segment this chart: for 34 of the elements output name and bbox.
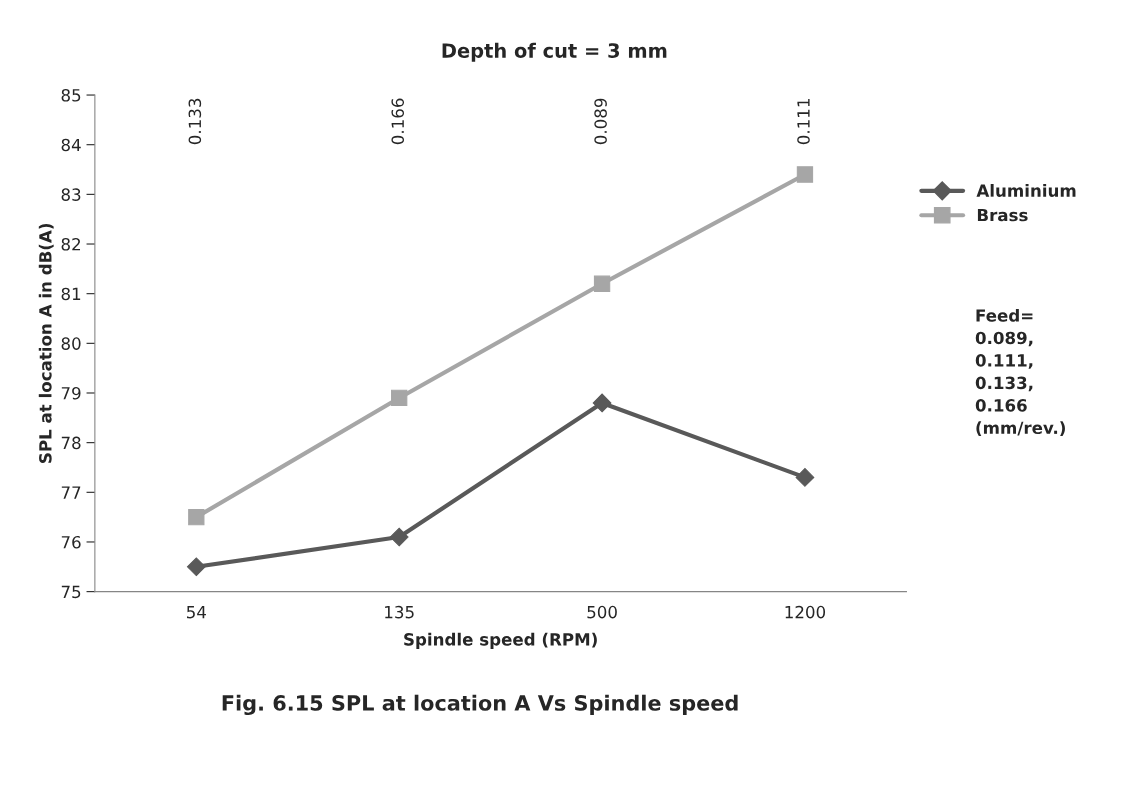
point: [391, 389, 408, 407]
text: Feed= 0.089, 0.111, 0.133, 0.166 (mm/rev.): [975, 308, 1065, 437]
point: [188, 508, 205, 526]
legend-label: Aluminium: [976, 183, 1076, 197]
y-tick-label: 77: [61, 486, 81, 499]
point: [795, 468, 815, 487]
x-tick-label: 54: [186, 606, 206, 619]
x-tick-label: 135: [385, 605, 414, 619]
annotation: 0.111: [797, 99, 810, 145]
y-tick-label: 84: [61, 138, 81, 152]
y-tick-label: 76: [61, 535, 81, 549]
point: [592, 393, 612, 413]
y-tick-label: 80: [61, 337, 81, 350]
point: [796, 166, 814, 183]
x-axis-title: Spindle speed (RPM): [404, 632, 597, 649]
y-tick-label: 78: [61, 436, 81, 450]
chart-title: Depth of cut = 3 mm: [442, 42, 667, 62]
caption: Fig. 6.15 SPL at location A Vs Spindle speed: [222, 694, 738, 716]
y-tick-label: 81: [61, 287, 81, 301]
point: [186, 557, 206, 577]
y-tick-label: 85: [61, 89, 81, 102]
x-tick-label: 1200: [785, 605, 826, 619]
y-tick-label: 79: [61, 386, 81, 400]
y-tick-label: 83: [61, 188, 81, 201]
legend-label: Brass: [977, 208, 1028, 222]
annotation: 0.133: [188, 98, 202, 145]
y-tick-label: 75: [61, 585, 81, 599]
annotation: 0.089: [594, 98, 607, 145]
annotation: 0.166: [391, 98, 405, 145]
x-tick-label: 500: [587, 605, 617, 619]
y-axis-title: SPL at location A in dB(A): [38, 223, 54, 463]
y-tick-label: 82: [61, 237, 80, 251]
point: [593, 275, 611, 292]
point: [389, 527, 409, 547]
